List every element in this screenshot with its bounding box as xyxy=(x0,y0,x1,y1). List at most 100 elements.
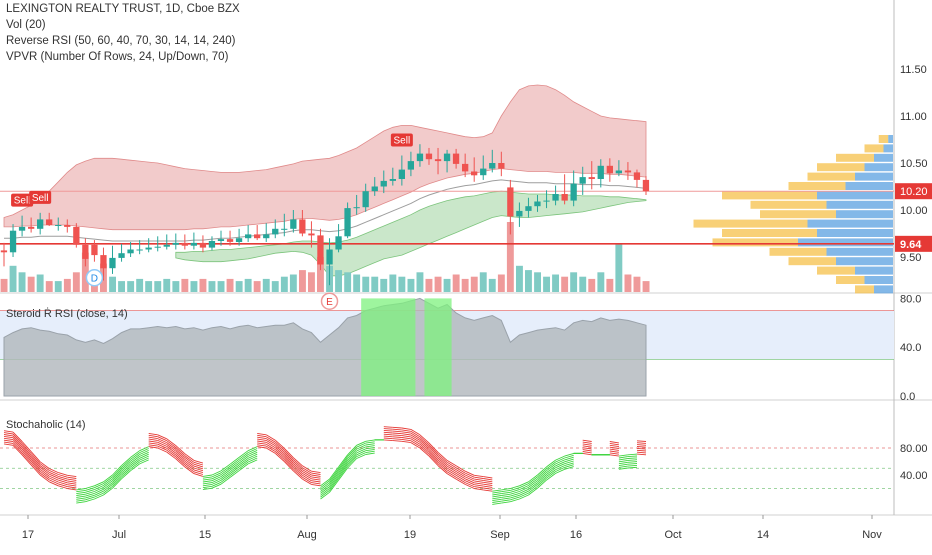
stoch-line-segment xyxy=(220,471,231,479)
stoch-line-segment xyxy=(220,467,231,476)
stoch-line-segment xyxy=(546,461,556,470)
stoch-line-segment xyxy=(76,499,86,502)
stoch-line-segment xyxy=(157,438,167,444)
stoch-line-segment xyxy=(229,466,240,474)
stoch-line-segment xyxy=(555,461,565,467)
stoch-line-segment xyxy=(492,495,502,498)
stoch-line-segment xyxy=(193,471,204,475)
volume-bar xyxy=(127,281,135,292)
stoch-line-segment xyxy=(274,451,285,460)
stoch-line-segment xyxy=(419,438,430,447)
stoch-line-segment xyxy=(582,452,592,456)
candle-body xyxy=(37,219,44,229)
stoch-line-segment xyxy=(564,456,574,461)
stoch-line-segment xyxy=(401,440,411,444)
stoch-line-segment xyxy=(30,464,41,476)
stoch-line-segment xyxy=(302,471,312,478)
stoch-line-segment xyxy=(229,468,240,476)
stoch-line-segment xyxy=(537,477,547,487)
sell-signal-label: Sell xyxy=(394,135,411,146)
price-axis-label: 10.00 xyxy=(900,205,928,217)
stoch-line-segment xyxy=(39,465,50,473)
stoch-line-segment xyxy=(175,449,186,458)
stoch-line-segment xyxy=(320,482,330,490)
stoch-line-segment xyxy=(257,442,267,445)
stoch-line-segment xyxy=(564,452,574,457)
vpvr-down-bar xyxy=(836,276,865,284)
stoch-line-segment xyxy=(446,469,457,476)
stoch-line-segment xyxy=(446,460,457,467)
stoch-line-segment xyxy=(175,454,186,464)
volume-bar xyxy=(54,281,62,292)
stoch-line-segment xyxy=(274,439,285,449)
stoch-line-segment xyxy=(510,487,520,491)
stoch-line-segment xyxy=(157,439,167,445)
stoch-line-segment xyxy=(302,467,312,474)
stoch-line-segment xyxy=(103,480,113,488)
stoch-line-segment xyxy=(193,467,204,472)
volume-bar xyxy=(36,274,44,292)
stoch-line-segment xyxy=(510,491,520,495)
stoch-line-segment xyxy=(85,498,95,503)
stoch-line-segment xyxy=(428,446,439,457)
stoch-line-segment xyxy=(274,453,285,462)
stoch-line-segment xyxy=(519,490,529,496)
legend-vpvr: VPVR (Number Of Rows, 24, Up/Down, 70) xyxy=(6,51,229,63)
volume-bar xyxy=(244,278,252,292)
stoch-line-segment xyxy=(401,433,411,436)
stoch-line-segment xyxy=(30,453,41,464)
volume-bar xyxy=(154,281,162,292)
stoch-line-segment xyxy=(564,464,574,468)
stoch-line-segment xyxy=(474,474,484,478)
stoch-line-segment xyxy=(130,457,140,466)
stoch-line-segment xyxy=(636,440,647,442)
stoch-line-segment xyxy=(3,439,14,442)
stoch-line-segment xyxy=(283,461,294,472)
candle-body xyxy=(398,169,405,179)
stoch-line-segment xyxy=(401,438,411,442)
stoch-line-segment xyxy=(446,465,457,472)
stoch-line-segment xyxy=(157,447,167,453)
stoch-line-segment xyxy=(157,445,167,451)
stoch-line-segment xyxy=(130,461,140,470)
stoch-line-segment xyxy=(501,501,511,504)
stoch-line-segment xyxy=(537,470,547,480)
stoch-line-segment xyxy=(30,460,41,472)
stoch-line-segment xyxy=(293,461,303,470)
stoch-line-segment xyxy=(247,449,258,455)
candle-body xyxy=(0,250,8,253)
stoch-line-segment xyxy=(392,432,402,435)
stoch-line-segment xyxy=(121,460,131,470)
stoch-line-segment xyxy=(202,474,213,477)
vpvr-up-bar xyxy=(855,172,893,181)
stoch-line-segment xyxy=(401,431,411,434)
stoch-line-segment xyxy=(67,476,77,479)
stoch-line-segment xyxy=(474,476,484,479)
stoch-line-segment xyxy=(329,468,339,482)
candle-body xyxy=(389,179,396,181)
stoch-line-segment xyxy=(257,444,267,447)
stoch-line-segment xyxy=(492,493,502,496)
stoch-line-segment xyxy=(437,451,448,461)
stoch-line-segment xyxy=(419,443,430,453)
stoch-line-segment xyxy=(519,488,529,494)
stoch-line-segment xyxy=(609,450,619,453)
stoch-line-segment xyxy=(582,441,592,444)
vpvr-up-bar xyxy=(874,285,893,294)
stoch-line-segment xyxy=(392,428,402,431)
vpvr-down-bar xyxy=(807,172,855,181)
stoch-line-segment xyxy=(76,493,86,496)
candle-body xyxy=(9,230,17,253)
stoch-line-segment xyxy=(283,455,294,466)
volume-bar xyxy=(9,265,17,292)
stoch-line-segment xyxy=(229,458,240,467)
stoch-line-segment xyxy=(537,466,547,476)
stoch-line-segment xyxy=(148,446,158,449)
stoch-line-segment xyxy=(446,473,457,480)
stoch-line-segment xyxy=(329,477,339,491)
stoch-line-segment xyxy=(609,444,619,448)
stoch-line-segment xyxy=(365,447,375,450)
stoch-line-segment xyxy=(112,476,122,487)
vpvr-down-bar xyxy=(712,238,798,247)
